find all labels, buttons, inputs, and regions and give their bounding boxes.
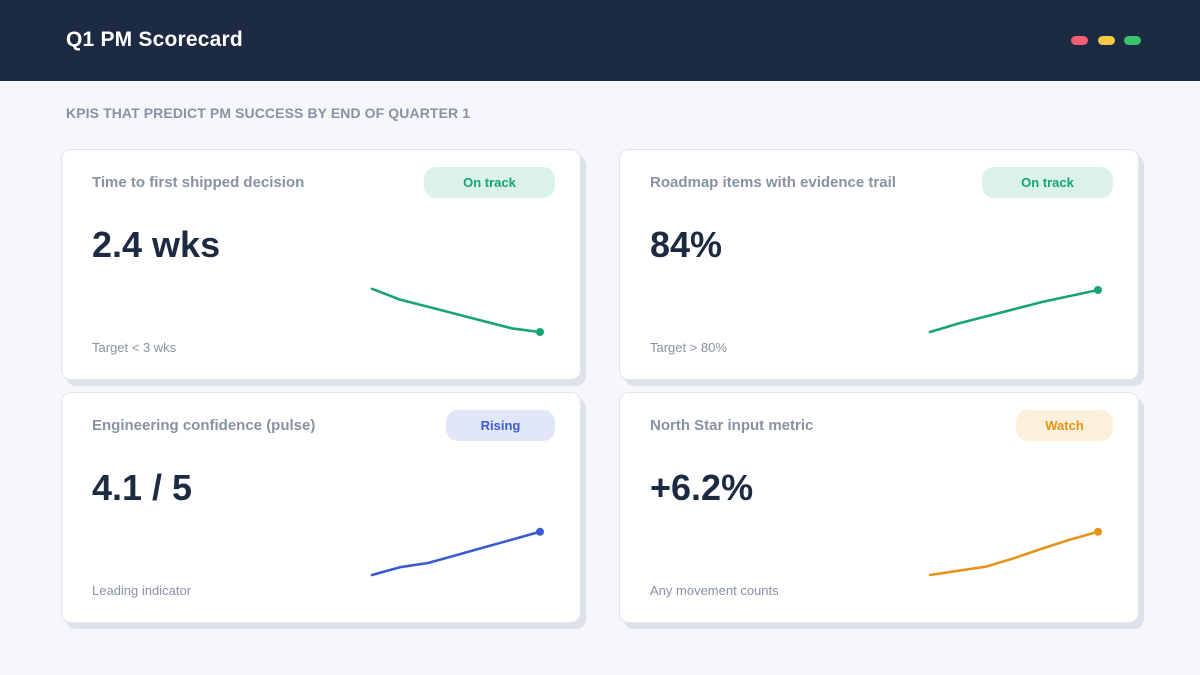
trend-sparkline [928, 286, 1102, 334]
kpi-value: 2.4 wks [92, 224, 221, 265]
kpi-target-note: Any movement counts [650, 583, 779, 598]
minimize-dot[interactable] [1098, 36, 1115, 45]
kpi-label: North Star input metric [650, 417, 814, 434]
kpi-target-note: Target > 80% [650, 340, 727, 355]
status-badge: On track [982, 167, 1113, 198]
kpi-target-note: Target < 3 wks [92, 340, 177, 355]
status-badge: On track [424, 167, 555, 198]
kpi-card: Engineering confidence (pulse) 4.1 / 5 Lea… [61, 392, 581, 623]
page-subtitle: KPIS THAT PREDICT PM SUCCESS BY END OF Q… [66, 105, 471, 121]
kpi-card: Time to first shipped decision 2.4 wks Tar… [61, 149, 581, 380]
trend-sparkline [928, 527, 1102, 577]
kpi-card: Roadmap items with evidence trail 84% Targ… [619, 149, 1139, 380]
status-badge: Rising [446, 410, 555, 441]
app-title: Q1 PM Scorecard [66, 28, 243, 51]
trend-sparkline [370, 287, 544, 336]
kpi-value: 84% [650, 224, 723, 265]
kpi-value: +6.2% [650, 467, 754, 508]
kpi-label: Roadmap items with evidence trail [650, 174, 896, 191]
sparkline-path [370, 530, 542, 577]
close-dot[interactable] [1071, 36, 1088, 45]
trend-sparkline [370, 527, 544, 577]
kpi-card: North Star input metric +6.2% Any movement… [619, 392, 1139, 623]
title-bar: Q1 PM Scorecard [0, 0, 1200, 81]
sparkline-endpoint [1094, 527, 1102, 536]
kpi-target-note: Leading indicator [92, 583, 192, 598]
sparkline-endpoint [536, 328, 544, 336]
kpi-value: 4.1 / 5 [92, 467, 193, 508]
sparkline-path [928, 530, 1100, 577]
status-badge: Watch [1016, 410, 1113, 441]
maximize-dot[interactable] [1124, 36, 1141, 45]
sparkline-path [370, 287, 542, 334]
sparkline-endpoint [1094, 286, 1102, 294]
kpi-label: Engineering confidence (pulse) [92, 417, 316, 434]
sparkline-endpoint [536, 527, 544, 536]
sparkline-path [928, 288, 1100, 334]
kpi-label: Time to first shipped decision [92, 174, 305, 191]
